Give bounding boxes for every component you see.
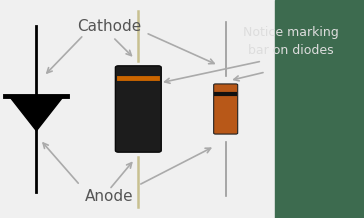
Text: Anode: Anode	[85, 189, 134, 204]
Bar	[275, 0, 364, 218]
Text: Cathode: Cathode	[77, 19, 141, 34]
Polygon shape	[9, 96, 64, 131]
FancyBboxPatch shape	[115, 66, 161, 152]
Text: Notice marking
bar on diodes: Notice marking bar on diodes	[243, 26, 339, 57]
FancyBboxPatch shape	[214, 84, 238, 134]
